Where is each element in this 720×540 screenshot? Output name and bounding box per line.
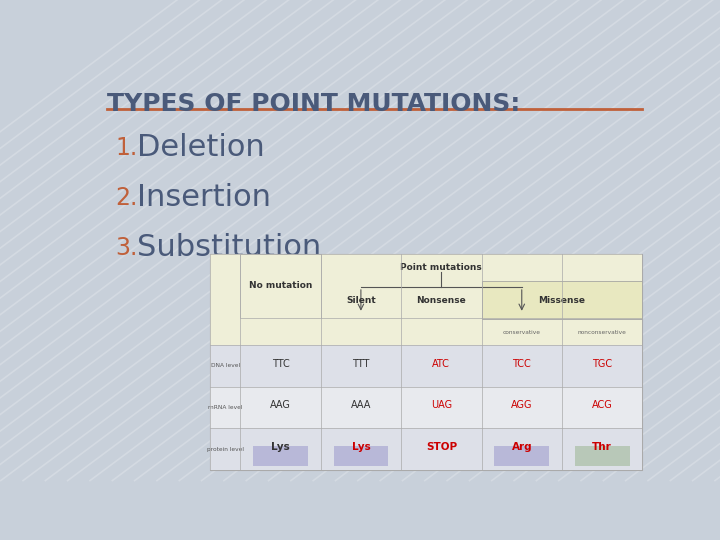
Text: conservative: conservative [503,329,541,335]
Text: Lys: Lys [271,442,290,452]
Text: TYPES OF POINT MUTATIONS:: TYPES OF POINT MUTATIONS: [107,92,520,116]
Text: Missense: Missense [539,296,585,305]
Text: UAG: UAG [431,401,452,410]
Text: AGG: AGG [511,401,533,410]
Bar [333,446,388,466]
Bar [210,254,642,345]
Text: STOP: STOP [426,442,457,452]
Bar [482,281,642,319]
Text: protein level: protein level [207,447,243,452]
Text: Lys: Lys [351,442,370,452]
Bar [495,446,549,466]
Bar [575,446,629,466]
Bar [210,387,642,428]
Text: Silent: Silent [346,296,376,305]
Text: 2.: 2. [115,186,138,210]
Text: AAG: AAG [270,401,291,410]
Text: Nonsense: Nonsense [416,296,467,305]
Text: TGC: TGC [592,359,612,369]
Text: No mutation: No mutation [249,281,312,291]
Text: Thr: Thr [593,442,612,452]
Text: nonconservative: nonconservative [577,329,626,335]
Text: DNA level: DNA level [210,363,240,368]
Bar [210,345,642,387]
Text: TTT: TTT [352,359,369,369]
Bar [240,254,320,318]
Text: AAA: AAA [351,401,371,410]
Text: mRNA level: mRNA level [208,405,243,410]
Bar [253,446,308,466]
Text: TTC: TTC [271,359,289,369]
Text: Insertion: Insertion [138,184,271,212]
Text: 3.: 3. [115,236,138,260]
Text: ATC: ATC [433,359,450,369]
Text: TCC: TCC [513,359,531,369]
Text: ACG: ACG [592,401,613,410]
Bar [210,254,642,470]
Bar [210,428,642,470]
Text: Substitution: Substitution [138,233,322,262]
Text: Deletion: Deletion [138,133,265,163]
Text: Arg: Arg [511,442,532,452]
Text: Point mutations: Point mutations [400,263,482,272]
Text: 1.: 1. [115,136,138,160]
